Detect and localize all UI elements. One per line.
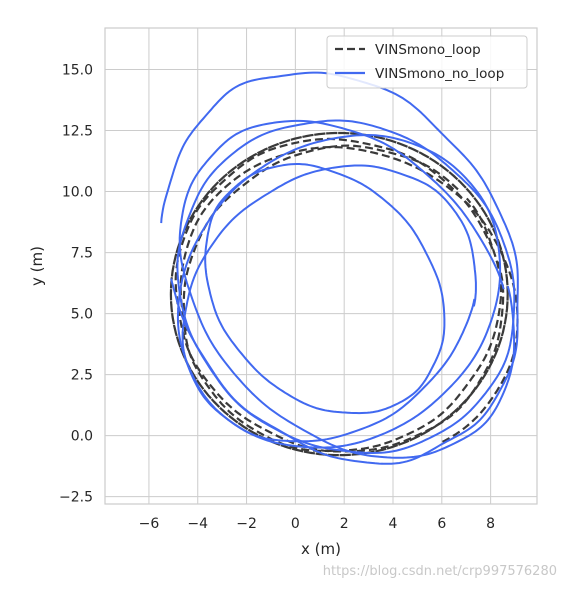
grid-lines bbox=[105, 28, 537, 504]
y-tick-label: 7.5 bbox=[71, 246, 93, 262]
y-tick-label: −2.5 bbox=[59, 490, 93, 506]
series-group bbox=[160, 71, 519, 465]
y-tick-label: 15.0 bbox=[62, 62, 93, 78]
VINSmono_loop-trajectory bbox=[182, 144, 503, 452]
legend-label: VINSmono_no_loop bbox=[375, 66, 504, 82]
x-tick-label: 8 bbox=[486, 516, 495, 532]
legend: VINSmono_loop VINSmono_no_loop bbox=[326, 35, 528, 89]
x-axis-label: x (m) bbox=[301, 540, 341, 558]
y-tick-label: 0.0 bbox=[71, 429, 93, 445]
x-tick-label: 2 bbox=[340, 516, 349, 532]
x-tick-label: −2 bbox=[236, 516, 257, 532]
x-tick-label: 4 bbox=[389, 516, 398, 532]
x-tick-label: −6 bbox=[139, 516, 160, 532]
y-tick-label: 12.5 bbox=[62, 124, 93, 140]
x-tick-labels: −6 −4 −2 0 2 4 6 8 bbox=[139, 516, 495, 532]
VINSmono_loop-trajectory bbox=[169, 131, 509, 457]
x-tick-label: 0 bbox=[291, 516, 300, 532]
legend-label: VINSmono_loop bbox=[375, 42, 481, 58]
x-tick-label: −4 bbox=[187, 516, 208, 532]
y-tick-labels: −2.5 0.0 2.5 5.0 7.5 10.0 12.5 15.0 bbox=[59, 62, 93, 505]
y-tick-label: 10.0 bbox=[62, 185, 93, 201]
VINSmono_no_loop-trajectory bbox=[181, 164, 477, 443]
VINSmono_no_loop-trajectory bbox=[176, 119, 516, 454]
y-tick-label: 5.0 bbox=[71, 307, 93, 323]
y-tick-label: 2.5 bbox=[71, 368, 93, 384]
x-tick-label: 6 bbox=[437, 516, 446, 532]
legend-box bbox=[326, 35, 528, 89]
watermark-text: https://blog.csdn.net/crp997576280 bbox=[322, 564, 557, 579]
VINSmono_no_loop-trajectory bbox=[176, 134, 502, 449]
y-axis-label: y (m) bbox=[28, 246, 46, 286]
